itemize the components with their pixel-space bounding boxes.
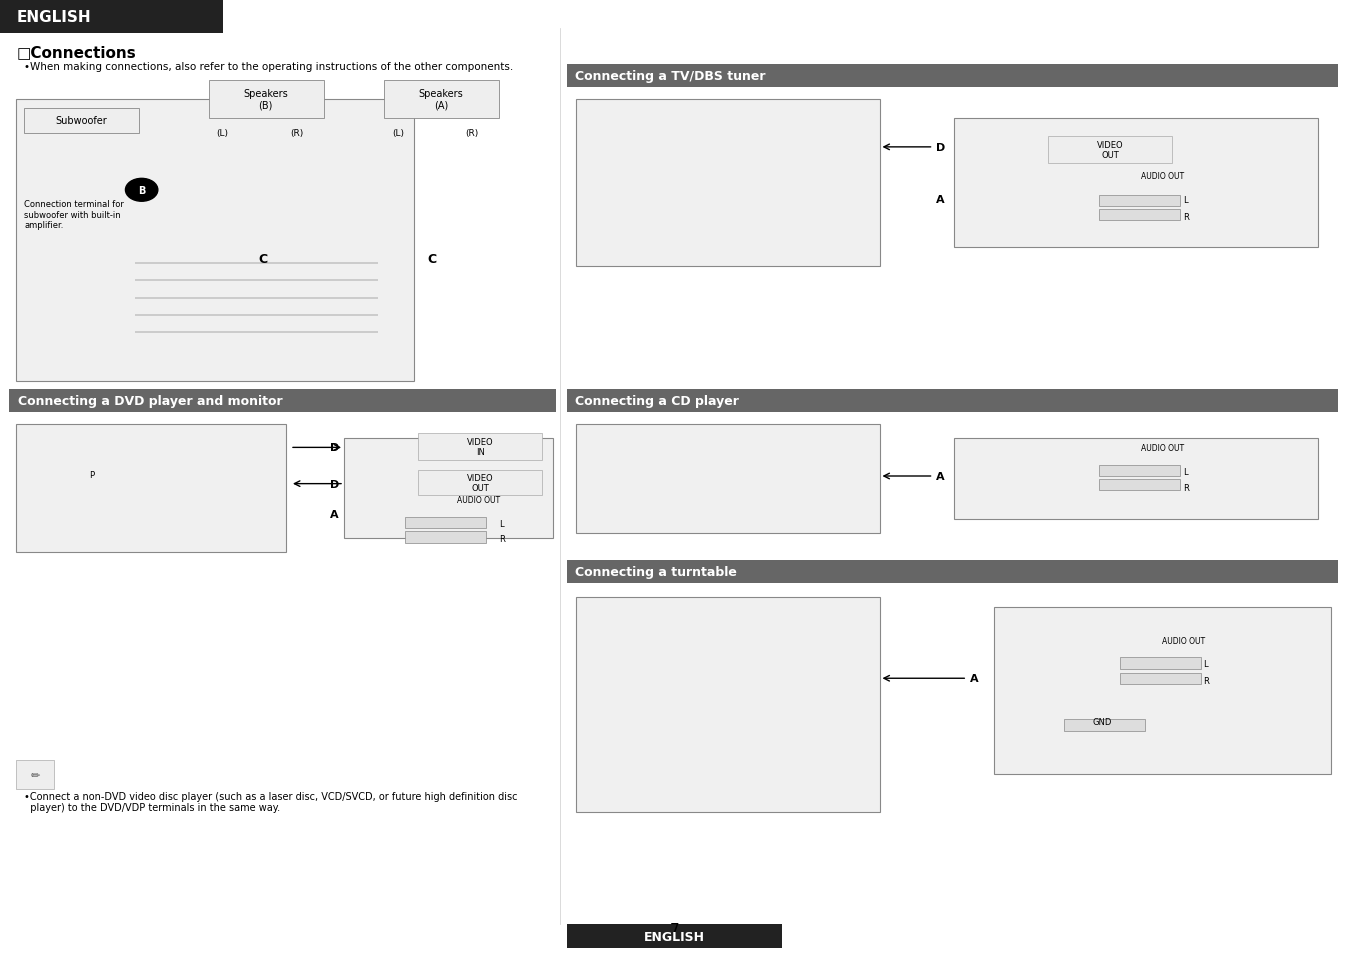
Bar bbox=[418, 471, 542, 496]
Bar bbox=[576, 424, 880, 534]
Text: D: D bbox=[331, 443, 339, 453]
Text: ✏: ✏ bbox=[31, 770, 39, 780]
Text: AUDIO OUT: AUDIO OUT bbox=[1141, 443, 1184, 453]
Text: D: D bbox=[331, 479, 339, 489]
Bar bbox=[1099, 479, 1180, 491]
Bar bbox=[567, 924, 782, 948]
Text: L: L bbox=[1183, 195, 1187, 205]
Bar bbox=[405, 532, 486, 543]
Bar bbox=[135, 297, 378, 299]
Text: L: L bbox=[499, 519, 503, 529]
Bar bbox=[135, 314, 378, 316]
Text: ENGLISH: ENGLISH bbox=[16, 10, 90, 25]
Text: Speakers
(B): Speakers (B) bbox=[243, 90, 289, 111]
Text: A: A bbox=[936, 472, 944, 481]
Bar bbox=[567, 65, 1338, 88]
Bar bbox=[954, 119, 1318, 248]
Text: C: C bbox=[428, 253, 436, 266]
Text: (L): (L) bbox=[217, 129, 228, 138]
Text: C: C bbox=[259, 253, 267, 266]
Text: A: A bbox=[331, 510, 339, 519]
Bar bbox=[1120, 673, 1201, 684]
Bar bbox=[1048, 137, 1172, 164]
Text: Speakers
(A): Speakers (A) bbox=[418, 90, 464, 111]
Text: A: A bbox=[970, 674, 978, 683]
Text: B: B bbox=[138, 186, 146, 195]
Circle shape bbox=[125, 179, 158, 202]
Text: VIDEO
OUT: VIDEO OUT bbox=[1097, 141, 1124, 160]
Bar bbox=[0, 0, 223, 34]
Text: Connecting a TV/DBS tuner: Connecting a TV/DBS tuner bbox=[575, 70, 765, 83]
Text: D: D bbox=[936, 143, 944, 152]
Text: R: R bbox=[499, 534, 505, 543]
Text: Connecting a DVD player and monitor: Connecting a DVD player and monitor bbox=[18, 395, 282, 408]
Text: □Connections: □Connections bbox=[16, 45, 136, 60]
Bar bbox=[567, 390, 1338, 413]
Bar bbox=[567, 560, 1338, 583]
Text: 7: 7 bbox=[669, 922, 680, 937]
Bar bbox=[954, 438, 1318, 519]
Text: Connection terminal for
subwoofer with built-in
amplifier.: Connection terminal for subwoofer with b… bbox=[24, 200, 124, 230]
Bar bbox=[344, 438, 553, 538]
Text: (R): (R) bbox=[465, 129, 479, 138]
Text: AUDIO OUT: AUDIO OUT bbox=[457, 496, 500, 505]
Bar bbox=[1120, 658, 1201, 669]
Text: GND: GND bbox=[1093, 717, 1112, 726]
Text: R: R bbox=[1203, 676, 1209, 685]
Bar bbox=[405, 517, 486, 529]
Text: VIDEO
IN: VIDEO IN bbox=[467, 437, 494, 456]
Text: R: R bbox=[1183, 483, 1188, 493]
Bar bbox=[16, 760, 54, 789]
Text: R: R bbox=[1183, 213, 1188, 222]
Bar bbox=[135, 280, 378, 282]
Text: Connecting a CD player: Connecting a CD player bbox=[575, 395, 738, 408]
Bar bbox=[209, 81, 324, 119]
Bar bbox=[135, 263, 378, 265]
Bar bbox=[384, 81, 499, 119]
Text: (L): (L) bbox=[393, 129, 403, 138]
Text: •Connect a non-DVD video disc player (such as a laser disc, VCD/SVCD, or future : •Connect a non-DVD video disc player (su… bbox=[24, 791, 518, 813]
Text: P: P bbox=[89, 470, 94, 479]
Text: AUDIO OUT: AUDIO OUT bbox=[1141, 172, 1184, 181]
Text: (R): (R) bbox=[290, 129, 304, 138]
Bar bbox=[576, 100, 880, 267]
Bar bbox=[135, 332, 378, 334]
Text: L: L bbox=[1183, 467, 1187, 476]
Bar bbox=[1099, 195, 1180, 207]
Bar bbox=[994, 607, 1331, 774]
Bar bbox=[1064, 720, 1145, 731]
Text: A: A bbox=[936, 195, 944, 205]
Bar bbox=[16, 100, 414, 381]
Bar bbox=[418, 434, 542, 460]
Bar bbox=[1099, 210, 1180, 221]
Text: AUDIO OUT: AUDIO OUT bbox=[1161, 636, 1205, 645]
Bar bbox=[9, 390, 556, 413]
Text: Subwoofer: Subwoofer bbox=[55, 116, 107, 126]
Bar bbox=[24, 109, 139, 133]
Bar bbox=[576, 598, 880, 812]
Bar bbox=[1099, 465, 1180, 476]
Text: VIDEO
OUT: VIDEO OUT bbox=[467, 474, 494, 493]
Text: •When making connections, also refer to the operating instructions of the other : •When making connections, also refer to … bbox=[24, 62, 514, 71]
Bar bbox=[16, 424, 286, 553]
Bar bbox=[0, 924, 1349, 953]
Text: L: L bbox=[1203, 659, 1207, 669]
Text: ENGLISH: ENGLISH bbox=[643, 930, 706, 943]
Text: Connecting a turntable: Connecting a turntable bbox=[575, 565, 737, 578]
